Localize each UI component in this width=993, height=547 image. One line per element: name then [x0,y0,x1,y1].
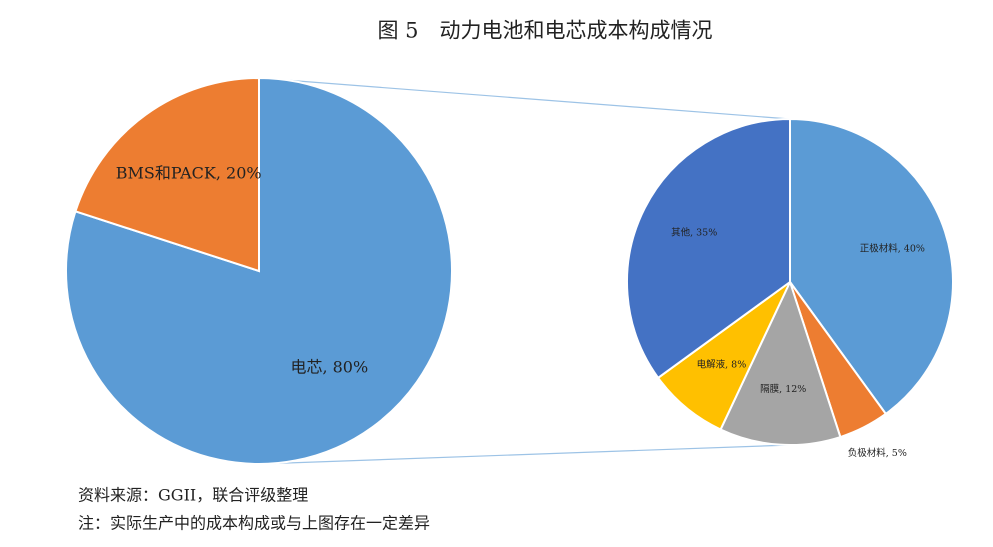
data-label: 隔膜, 12% [760,384,806,395]
data-label: BMS和PACK, 20% [116,164,262,183]
pie-slice [74,76,260,273]
pie-slice [626,117,791,380]
connector [258,444,791,465]
data-label: 负极材料, 5% [848,447,907,459]
pie-slice [719,279,842,446]
chart-title: 图 5 动力电池和电芯成本构成情况 [377,19,712,43]
data-label: 电芯, 80% [290,357,368,376]
data-label: 其他, 35% [671,227,717,239]
note: 注：实际生产中的成本构成或与上图存在一定差异 [78,514,430,533]
pie-slice [789,117,954,416]
source-note: 资料来源：GGII，联合评级整理 [78,486,308,505]
connector [258,77,791,120]
data-label: 正极材料, 40% [860,242,925,254]
data-label: 电解液, 8% [697,358,747,370]
